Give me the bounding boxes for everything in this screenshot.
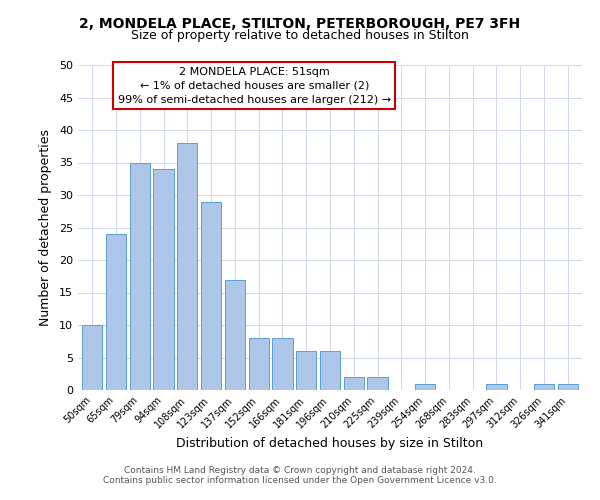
Text: Size of property relative to detached houses in Stilton: Size of property relative to detached ho… <box>131 29 469 42</box>
Bar <box>201 202 221 390</box>
Bar <box>487 384 506 390</box>
Bar <box>225 280 245 390</box>
Y-axis label: Number of detached properties: Number of detached properties <box>39 129 52 326</box>
Text: Contains HM Land Registry data © Crown copyright and database right 2024.: Contains HM Land Registry data © Crown c… <box>124 466 476 475</box>
Bar <box>367 377 388 390</box>
Bar <box>248 338 269 390</box>
Text: Contains public sector information licensed under the Open Government Licence v3: Contains public sector information licen… <box>103 476 497 485</box>
X-axis label: Distribution of detached houses by size in Stilton: Distribution of detached houses by size … <box>176 437 484 450</box>
Bar <box>177 143 197 390</box>
Bar <box>320 351 340 390</box>
Bar <box>154 169 173 390</box>
Bar <box>415 384 435 390</box>
Bar <box>130 162 150 390</box>
Bar <box>344 377 364 390</box>
Bar <box>272 338 293 390</box>
Bar <box>557 384 578 390</box>
Bar <box>82 325 103 390</box>
Bar <box>534 384 554 390</box>
Bar <box>106 234 126 390</box>
Text: 2 MONDELA PLACE: 51sqm
← 1% of detached houses are smaller (2)
99% of semi-detac: 2 MONDELA PLACE: 51sqm ← 1% of detached … <box>118 66 391 104</box>
Text: 2, MONDELA PLACE, STILTON, PETERBOROUGH, PE7 3FH: 2, MONDELA PLACE, STILTON, PETERBOROUGH,… <box>79 18 521 32</box>
Bar <box>296 351 316 390</box>
